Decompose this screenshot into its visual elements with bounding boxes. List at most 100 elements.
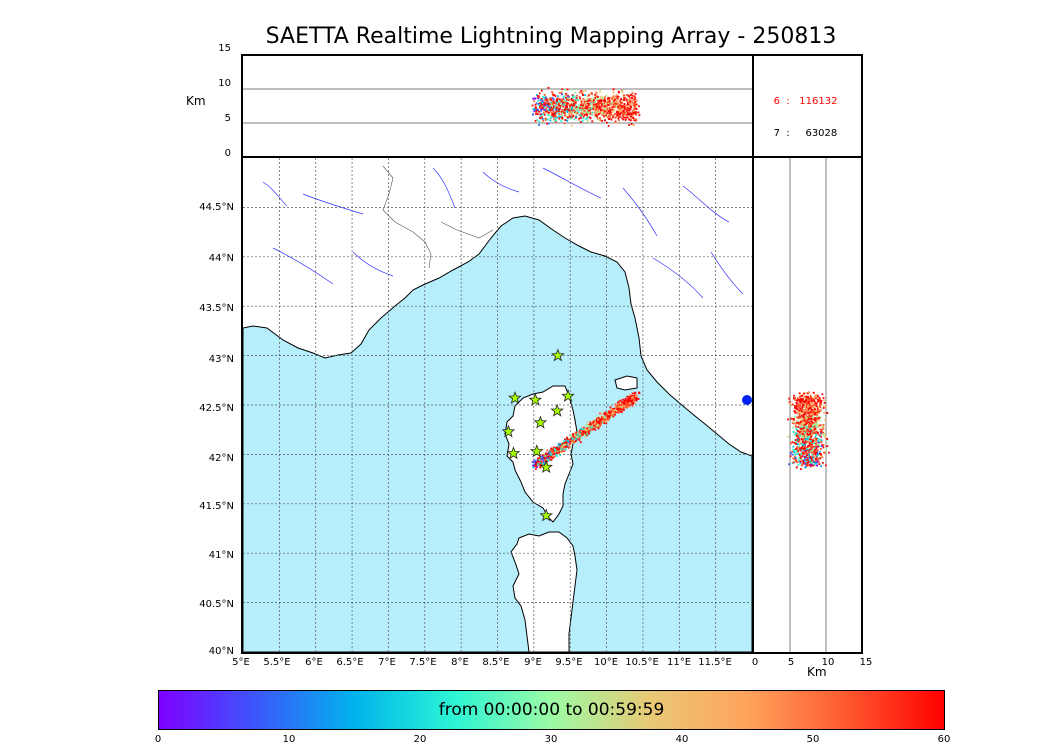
side-source-point xyxy=(806,448,808,450)
altitude-source-point xyxy=(595,116,598,119)
lightning-source-point xyxy=(569,440,572,443)
lightning-source-point xyxy=(580,432,582,435)
side-source-point xyxy=(805,465,808,468)
side-source-point xyxy=(809,420,812,423)
altitude-source-point xyxy=(541,108,544,110)
lightning-source-point xyxy=(626,406,629,409)
lightning-source-point xyxy=(585,423,588,426)
side-source-point xyxy=(820,445,823,447)
side-source-point xyxy=(797,453,799,455)
altitude-source-point xyxy=(596,111,599,114)
altitude-source-point xyxy=(626,108,628,111)
altitude-source-point xyxy=(589,111,592,114)
altitude-source-point xyxy=(603,115,606,118)
altitude-source-point xyxy=(628,109,631,112)
altitude-source-point xyxy=(627,102,630,105)
side-source-point xyxy=(802,459,805,462)
altitude-source-point xyxy=(596,115,598,118)
altitude-source-point xyxy=(586,97,589,100)
side-source-point xyxy=(793,410,795,412)
lightning-source-point xyxy=(619,408,622,411)
lightning-source-point xyxy=(574,431,577,434)
lightning-source-point xyxy=(631,395,633,397)
altitude-source-point xyxy=(570,88,573,91)
altitude-source-point xyxy=(624,118,627,121)
side-source-point xyxy=(800,409,803,411)
lightning-source-point xyxy=(584,428,587,430)
altitude-source-point xyxy=(578,104,581,107)
altitude-source-point xyxy=(626,110,629,113)
side-source-point xyxy=(820,465,823,468)
lightning-source-point xyxy=(615,410,618,413)
altitude-source-point xyxy=(558,91,561,94)
altitude-source-point xyxy=(610,103,613,105)
altitude-source-point xyxy=(571,101,574,104)
altitude-source-point xyxy=(634,107,636,110)
side-source-point xyxy=(820,403,823,406)
altitude-source-point xyxy=(610,96,612,99)
altitude-source-point xyxy=(612,88,615,91)
lightning-source-point xyxy=(623,404,626,407)
side-source-point xyxy=(795,466,798,469)
side-source-point xyxy=(803,425,806,428)
lightning-source-point xyxy=(633,402,636,404)
altitude-source-point xyxy=(581,120,584,122)
altitude-source-point xyxy=(575,116,577,119)
lightning-source-point xyxy=(603,412,606,415)
side-source-point xyxy=(798,423,801,425)
altitude-source-point xyxy=(539,115,542,118)
lightning-source-point xyxy=(544,460,547,463)
side-source-point xyxy=(809,410,812,412)
time-colorbar: from 00:00:00 to 00:59:59 xyxy=(158,690,945,730)
altitude-source-point xyxy=(628,107,631,110)
lightning-source-point xyxy=(553,450,555,453)
altitude-source-point xyxy=(540,108,543,111)
altitude-source-point xyxy=(561,102,564,105)
lon-tick: 10°E xyxy=(593,657,619,668)
altitude-source-point xyxy=(609,109,612,112)
altitude-source-point xyxy=(571,105,574,107)
altitude-source-point xyxy=(536,102,539,105)
side-source-point xyxy=(818,410,821,413)
altitude-source-point xyxy=(585,100,588,103)
altitude-source-point xyxy=(620,107,622,110)
side-source-point xyxy=(814,428,817,431)
side-source-point xyxy=(801,418,804,421)
side-source-point xyxy=(801,398,804,401)
lightning-source-point xyxy=(603,422,606,424)
altitude-source-point xyxy=(578,117,581,120)
altitude-source-point xyxy=(549,103,552,105)
altitude-source-point xyxy=(597,103,600,106)
side-source-point xyxy=(796,461,799,464)
side-source-point xyxy=(821,425,824,428)
altitude-source-point xyxy=(570,99,573,101)
side-source-point xyxy=(809,459,812,461)
lightning-source-point xyxy=(569,438,572,441)
lightning-source-point xyxy=(586,421,589,424)
side-source-point xyxy=(800,410,803,413)
side-source-point xyxy=(812,428,815,431)
altitude-source-point xyxy=(545,110,548,113)
side-source-point xyxy=(805,410,808,413)
altitude-source-point xyxy=(617,113,619,115)
side-source-point xyxy=(809,407,812,410)
side-source-point xyxy=(795,460,797,463)
lightning-source-point xyxy=(596,418,599,421)
lightning-source-point xyxy=(588,425,590,427)
altitude-source-point xyxy=(594,97,596,100)
side-source-point xyxy=(795,412,798,415)
altitude-source-point xyxy=(534,97,537,100)
altitude-source-point xyxy=(561,118,563,121)
side-source-point xyxy=(809,415,812,418)
side-source-point xyxy=(812,459,815,461)
lightning-source-point xyxy=(597,426,600,429)
altitude-source-point xyxy=(549,110,552,112)
altitude-source-point xyxy=(547,122,550,125)
lightning-source-point xyxy=(599,425,601,428)
side-source-point xyxy=(799,421,802,423)
altitude-source-point xyxy=(540,98,543,100)
lightning-source-point xyxy=(621,407,624,410)
altitude-source-point xyxy=(547,111,549,114)
altitude-source-point xyxy=(538,92,541,95)
altitude-source-point xyxy=(630,112,632,115)
